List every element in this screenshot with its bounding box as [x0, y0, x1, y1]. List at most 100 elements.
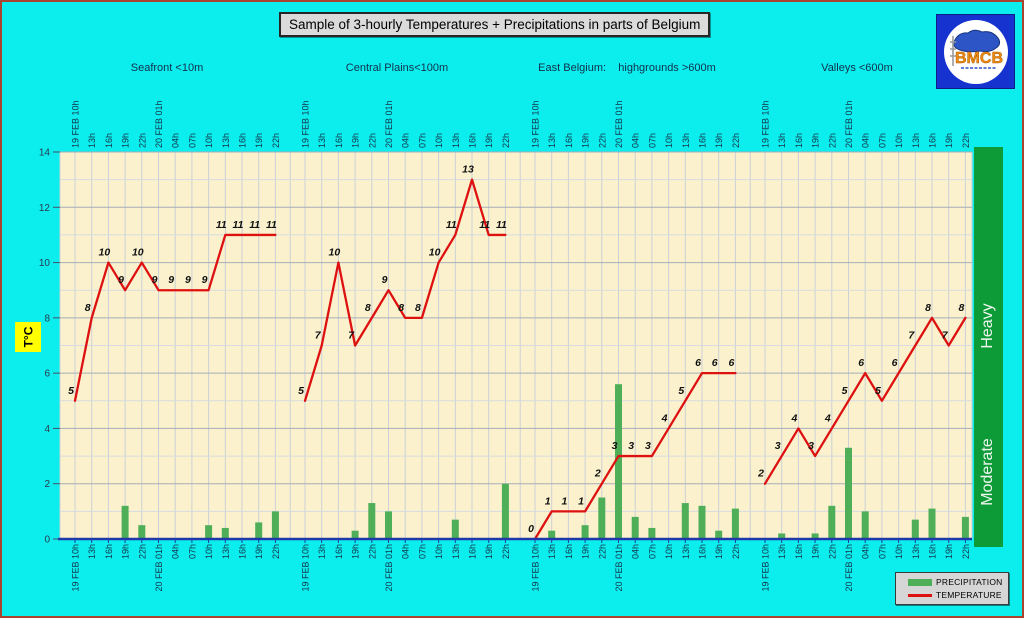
temperature-value-label: 9 — [168, 274, 174, 286]
x-tick-label-top: 16h — [468, 133, 478, 148]
x-tick-label-bottom: 19 FEB 10h — [301, 544, 311, 592]
precipitation-bar — [698, 505, 706, 539]
x-tick-label-bottom: 19h — [714, 544, 724, 559]
precipitation-bar — [451, 519, 459, 539]
x-tick-label-bottom: 19h — [254, 544, 264, 559]
x-tick-label-top: 19h — [811, 133, 821, 148]
precipitation-bar — [138, 525, 146, 539]
belgium-map-icon — [952, 29, 1000, 52]
temperature-value-label: 11 — [266, 219, 277, 231]
precipitation-bar — [845, 447, 852, 539]
x-tick-label-bottom: 07h — [877, 544, 887, 559]
x-tick-label-top: 22h — [271, 133, 281, 148]
x-tick-label-bottom: 16h — [698, 544, 708, 559]
x-tick-label-top: 22h — [367, 133, 377, 148]
x-tick-label-top: 20 FEB 01h — [614, 100, 624, 148]
temperature-value-label: 8 — [925, 302, 931, 314]
precipitation-intensity-band: Heavy Moderate Light — [974, 147, 1003, 547]
temperature-value-label: 8 — [85, 302, 91, 314]
x-tick-label-bottom: 10h — [204, 544, 214, 559]
temperature-line — [763, 316, 967, 485]
x-tick-label-bottom: 13h — [317, 544, 327, 559]
x-tick-label-top: 13h — [317, 133, 327, 148]
mast-icon — [949, 35, 956, 66]
x-tick-label-bottom: 16h — [564, 544, 574, 559]
precipitation-bar — [255, 522, 263, 539]
x-tick-label-top: 13h — [87, 133, 97, 148]
y-tick-label: 4 — [44, 424, 50, 435]
x-tick-label-bottom: 22h — [271, 544, 281, 559]
x-tick-label-top: 04h — [861, 133, 871, 148]
x-tick-label-bottom: 20 FEB 01h — [614, 544, 624, 592]
x-tick-label-bottom: 04h — [171, 544, 181, 559]
temperature-value-label: 5 — [298, 385, 304, 397]
x-tick-label-bottom: 20 FEB 01h — [844, 544, 854, 592]
x-tick-label-top: 22h — [501, 133, 511, 148]
x-tick-label-top: 19h — [351, 133, 361, 148]
temperature-value-label: 3 — [808, 440, 814, 452]
temperature-value-label: 11 — [446, 219, 457, 231]
x-tick-label-top: 19h — [714, 133, 724, 148]
temperature-value-label: 9 — [202, 274, 208, 286]
x-tick-label-bottom: 19h — [811, 544, 821, 559]
temperature-value-label: 7 — [348, 330, 355, 342]
x-tick-label-top: 10h — [204, 133, 214, 148]
precipitation-bar — [598, 497, 606, 539]
x-tick-label-bottom: 13h — [451, 544, 461, 559]
x-tick-label-top: 10h — [434, 133, 444, 148]
x-tick-label-bottom: 13h — [547, 544, 557, 559]
y-axis-label: T°C — [15, 322, 41, 352]
temperature-value-label: 8 — [958, 302, 964, 314]
precipitation-bar — [961, 516, 969, 539]
x-tick-label-top: 22h — [961, 133, 971, 148]
x-tick-label-top: 16h — [104, 133, 114, 148]
precipitation-swatch-icon — [908, 578, 932, 586]
temperature-value-label: 3 — [628, 440, 634, 452]
x-tick-label-top: 22h — [731, 133, 741, 148]
temperature-value-label: 11 — [496, 219, 507, 231]
x-tick-label-top: 19 FEB 10h — [301, 100, 311, 148]
temperature-value-label: 1 — [561, 495, 567, 507]
x-tick-label-top: 22h — [137, 133, 147, 148]
temperature-value-label: 3 — [612, 440, 618, 452]
precipitation-bar — [631, 516, 639, 539]
x-tick-label-bottom: 10h — [664, 544, 674, 559]
x-tick-label-bottom: 19 FEB 10h — [71, 544, 81, 592]
y-tick-label: 8 — [44, 313, 50, 324]
temperature-value-label: 9 — [152, 274, 158, 286]
precipitation-bar — [861, 511, 869, 539]
temperature-value-label: 11 — [233, 219, 244, 231]
x-tick-label-top: 16h — [334, 133, 344, 148]
x-tick-label-bottom: 22h — [367, 544, 377, 559]
precipitation-bar — [205, 525, 213, 539]
x-tick-label-top: 13h — [911, 133, 921, 148]
y-tick-label: 12 — [39, 203, 51, 214]
temperature-value-label: 7 — [942, 330, 949, 342]
precipitation-bar — [351, 530, 359, 539]
temperature-value-label: 2 — [757, 468, 764, 480]
temperature-value-label: 0 — [528, 523, 534, 535]
x-tick-label-bottom: 20 FEB 01h — [154, 544, 164, 592]
x-tick-label-bottom: 19 FEB 10h — [761, 544, 771, 592]
precipitation-bar — [715, 530, 723, 539]
temperature-value-label: 1 — [545, 495, 551, 507]
temperature-value-label: 10 — [132, 247, 144, 259]
temperature-value-label: 1 — [578, 495, 584, 507]
x-tick-label-bottom: 19h — [351, 544, 361, 559]
temperature-line — [533, 371, 737, 541]
temperature-value-label: 5 — [68, 385, 74, 397]
precipitation-bar — [648, 527, 656, 539]
x-tick-label-bottom: 13h — [911, 544, 921, 559]
band-label-moderate: Moderate — [979, 438, 996, 506]
x-tick-label-top: 19 FEB 10h — [531, 100, 541, 148]
x-tick-label-bottom: 16h — [794, 544, 804, 559]
x-tick-label-bottom: 04h — [401, 544, 411, 559]
legend: PRECIPITATION TEMPERATURE — [895, 572, 1009, 605]
x-tick-label-top: 04h — [631, 133, 641, 148]
y-tick-label: 10 — [39, 258, 51, 269]
x-tick-label-bottom: 22h — [961, 544, 971, 559]
precipitation-bar — [681, 503, 689, 539]
x-tick-label-top: 22h — [827, 133, 837, 148]
x-tick-label-bottom: 13h — [87, 544, 97, 559]
x-tick-label-bottom: 13h — [221, 544, 231, 559]
